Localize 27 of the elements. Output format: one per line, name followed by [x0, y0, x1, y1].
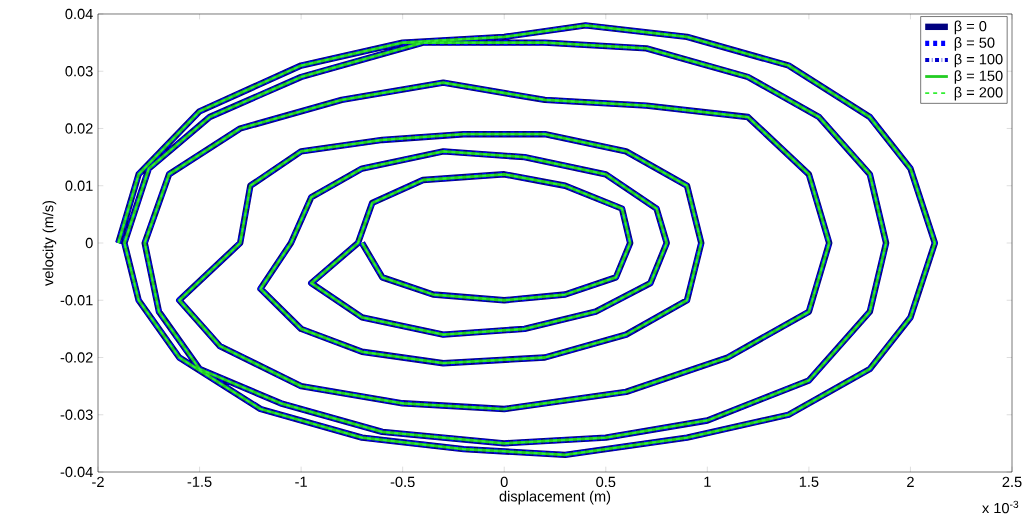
- x-axis-title: displacement (m): [499, 490, 611, 505]
- y-tick-label: 0.01: [65, 180, 93, 191]
- y-tick-label: -0.04: [60, 466, 93, 478]
- x-tick-label: 2.5: [1002, 476, 1022, 488]
- legend-label: β = 200: [954, 86, 1003, 101]
- y-axis-title: velocity (m/s): [42, 200, 57, 286]
- x-tick-label: -2: [92, 476, 104, 487]
- text: x 10$^{-3}$: [982, 500, 1019, 514]
- x-tick-label: 2: [907, 476, 914, 487]
- x-tick-label: 0.5: [596, 476, 616, 488]
- y-tick-label: -0.03: [60, 409, 93, 420]
- x-tick-label: 0: [500, 476, 508, 488]
- x-tick-label: 1: [704, 476, 711, 487]
- y-tick-label: -0.02: [60, 352, 93, 363]
- x-tick-label: -1.5: [187, 476, 212, 487]
- legend-label: β = 100: [954, 53, 1003, 68]
- x-tick-label: 1.5: [799, 476, 819, 487]
- y-tick-label: 0.02: [65, 123, 93, 134]
- legend-label: β = 150: [954, 70, 1003, 84]
- y-tick-label: 0.04: [65, 8, 93, 20]
- x-tick-label: -0.5: [390, 476, 415, 488]
- y-tick-label: 0.03: [65, 66, 93, 77]
- y-tick-label: -0.01: [60, 295, 93, 306]
- legend-label: β = 50: [954, 37, 995, 51]
- x-tick-label: -1: [295, 476, 307, 487]
- y-tick-label: 0: [85, 237, 93, 249]
- legend-label: β = 0: [954, 20, 987, 35]
